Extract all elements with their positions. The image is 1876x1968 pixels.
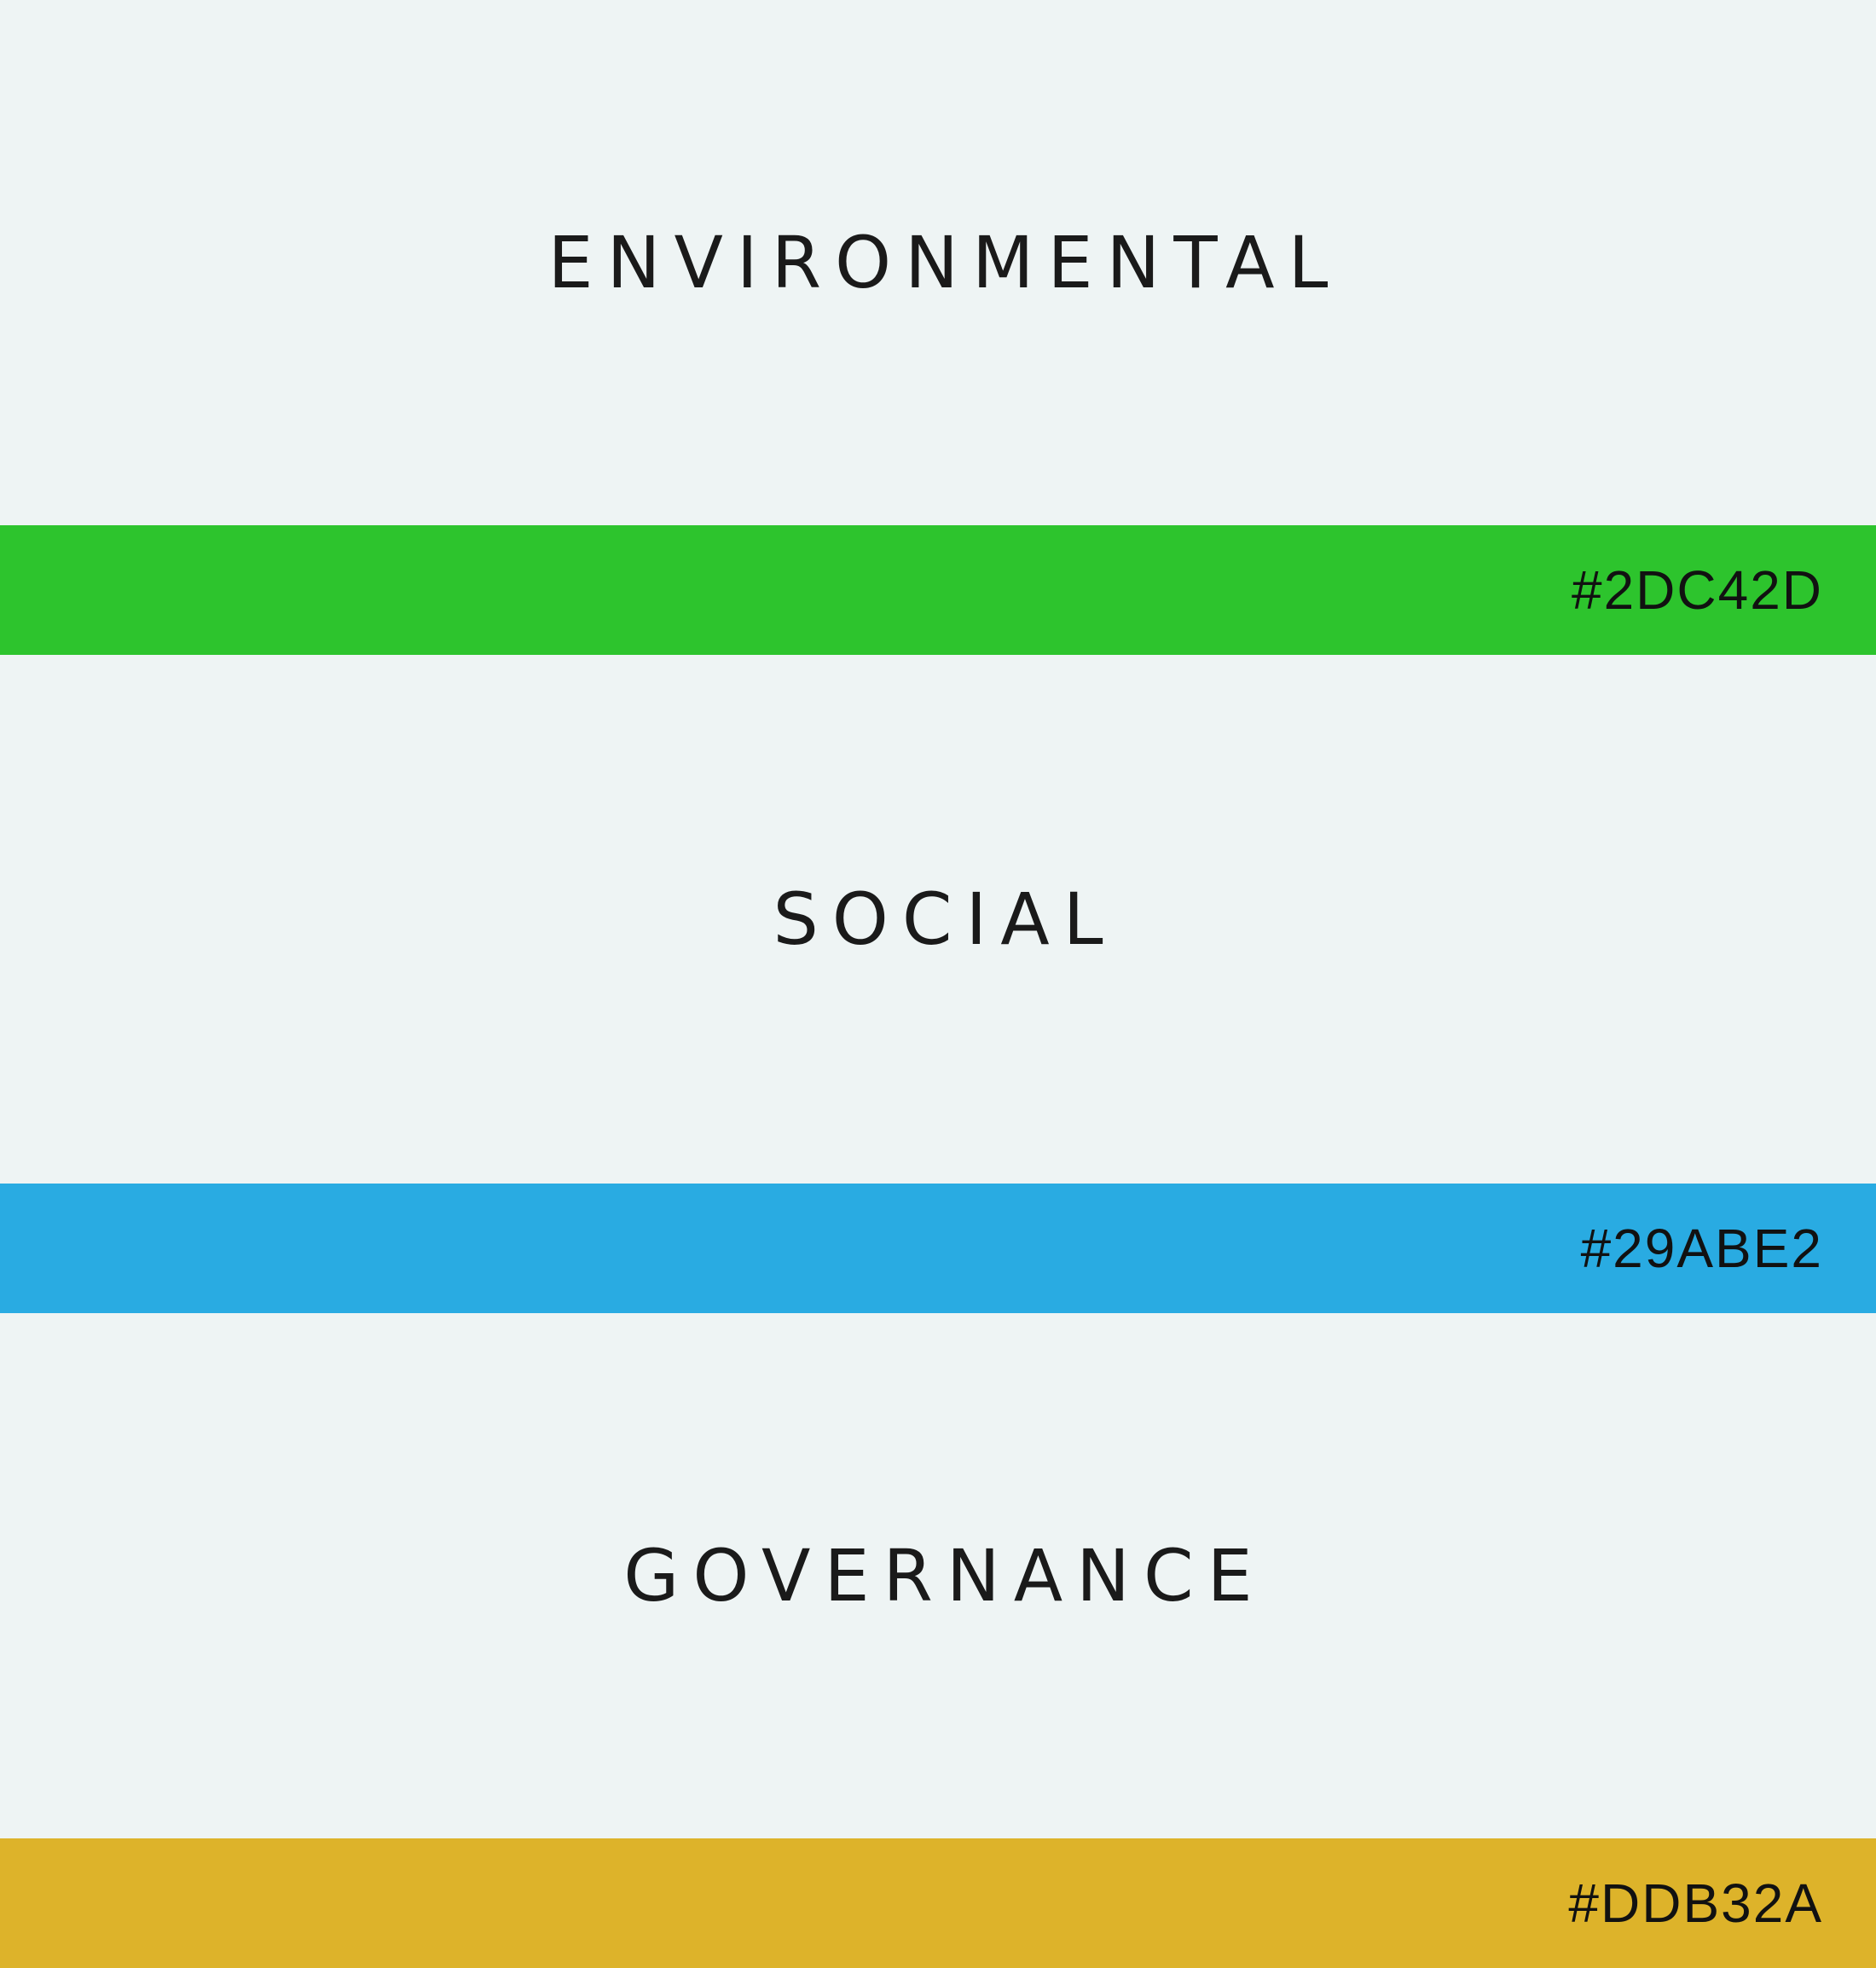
- governance-hex-code: #DDB32A: [1568, 1872, 1823, 1934]
- environmental-color-bar: #2DC42D: [0, 525, 1876, 655]
- governance-label: GOVERNANCE: [623, 1534, 1266, 1618]
- environmental-label-area: ENVIRONMENTAL: [0, 0, 1876, 525]
- governance-color-bar: #DDB32A: [0, 1838, 1876, 1968]
- social-label-area: SOCIAL: [0, 655, 1876, 1184]
- environmental-label: ENVIRONMENTAL: [547, 221, 1342, 304]
- social-color-bar: #29ABE2: [0, 1184, 1876, 1313]
- environmental-hex-code: #2DC42D: [1571, 559, 1823, 621]
- governance-label-area: GOVERNANCE: [0, 1313, 1876, 1838]
- social-hex-code: #29ABE2: [1580, 1218, 1823, 1279]
- social-label: SOCIAL: [773, 877, 1117, 961]
